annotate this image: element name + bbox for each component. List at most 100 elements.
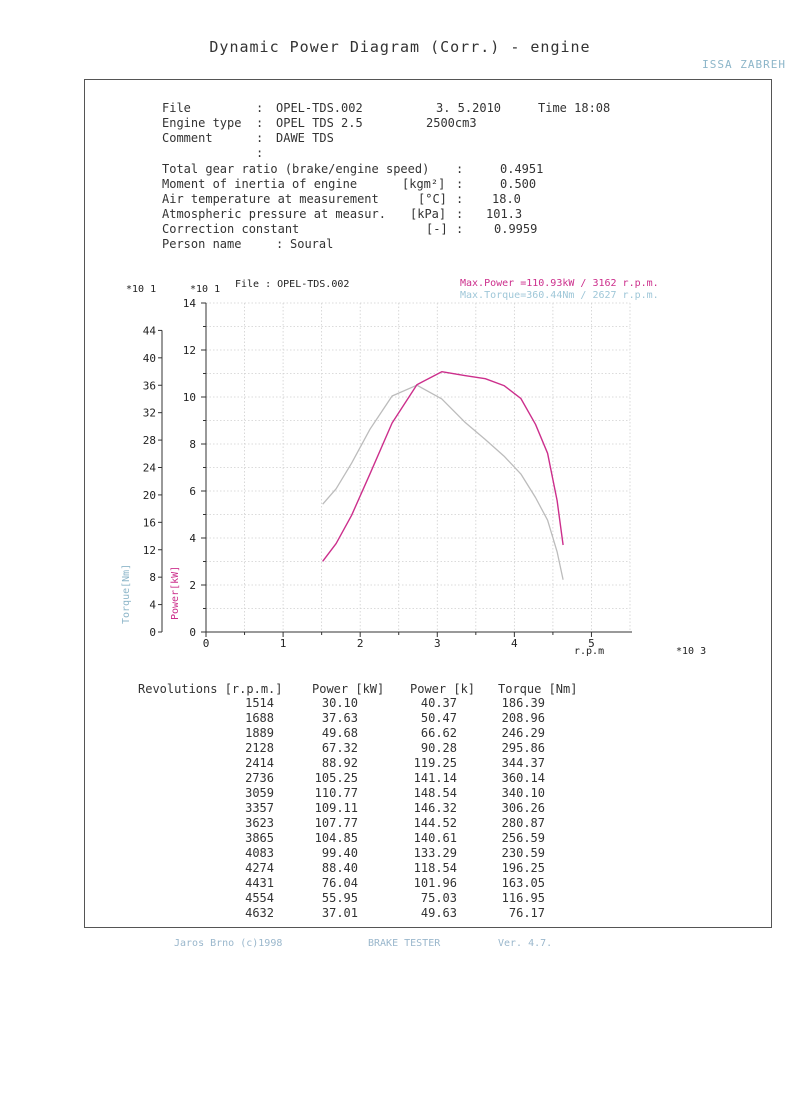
engine-type-colon: : [256, 116, 264, 130]
footer-product: BRAKE TESTER [368, 938, 441, 949]
table-cell: 90.28 [420, 741, 457, 755]
table-cell: 208.96 [501, 711, 545, 725]
file-label: File [162, 101, 191, 115]
table-cell: 2736 [245, 771, 274, 785]
table-cell: 1688 [245, 711, 274, 725]
table-cell: 1514 [245, 696, 274, 710]
table-header-revolutions: Revolutions [r.p.m.] [138, 682, 283, 696]
table-cell: 186.39 [501, 696, 545, 710]
param-unit: [kPa] [410, 207, 447, 221]
torque-multiplier: *10 1 [126, 284, 156, 295]
table-cell: 2414 [245, 756, 274, 770]
engine-type-value: OPEL TDS 2.5 [276, 116, 363, 130]
param-label: Total gear ratio (brake/engine speed) [162, 162, 430, 176]
table-cell: 49.68 [321, 726, 358, 740]
table-cell: 104.85 [314, 831, 358, 845]
max-torque-label: Max.Torque=360.44Nm / 2627 r.p.m. [460, 290, 659, 301]
param-value: 0.500 [500, 177, 537, 191]
table-cell: 4083 [245, 846, 274, 860]
param-colon: : [456, 222, 464, 236]
chart-grid [206, 302, 631, 632]
torque-tick-label: 16 [143, 516, 156, 529]
table-cell: 3865 [245, 831, 274, 845]
table-column-torque: 186.39 208.96 246.29 295.86 344.37 360.14 340.… [490, 696, 545, 921]
engine-type-label: Engine type [162, 116, 242, 130]
table-cell: 55.95 [321, 891, 358, 905]
table-cell: 50.47 [420, 711, 457, 725]
person-name-colon: : [276, 237, 284, 251]
power-tick-label: 8 [189, 438, 196, 451]
footer-copyright: Jaros Brno (c)1998 [174, 938, 283, 949]
table-cell: 101.96 [413, 876, 457, 890]
param-value: 0.4951 [500, 162, 544, 176]
param-label: Correction constant [162, 222, 300, 236]
table-cell: 88.92 [321, 756, 358, 770]
x-tick-label: 3 [434, 637, 441, 650]
table-cell: 1889 [245, 726, 274, 740]
table-cell: 67.32 [321, 741, 358, 755]
power-torque-chart: 0 1 2 3 4 502468101214048121620242832364044*1… [121, 278, 706, 657]
power-multiplier: *10 1 [190, 284, 220, 295]
torque-curve [322, 384, 564, 580]
torque-tick-label: 44 [143, 324, 157, 337]
table-cell: 118.54 [413, 861, 457, 875]
param-label: Atmospheric pressure at measur. [162, 207, 386, 221]
table-header-power-k: Power [k] [410, 682, 476, 696]
table-cell: 3059 [245, 786, 274, 800]
param-label: Air temperature at measurement [162, 192, 379, 206]
torque-tick-label: 20 [143, 489, 156, 502]
torque-tick-label: 4 [149, 599, 156, 612]
torque-tick-label: 8 [149, 571, 156, 584]
x-tick-label: 2 [357, 637, 364, 650]
table-cell: 360.14 [501, 771, 545, 785]
param-value: 101.3 [486, 207, 523, 221]
torque-tick-label: 40 [143, 352, 156, 365]
table-column-power-k: 40.37 50.47 66.62 90.28 119.25 141.14 148.54 14… [404, 696, 457, 921]
file-value: OPEL-TDS.002 [276, 101, 363, 115]
table-cell: 3623 [245, 816, 274, 830]
x-tick-label: 1 [280, 637, 287, 650]
table-cell: 37.63 [321, 711, 358, 725]
table-cell: 280.87 [501, 816, 545, 830]
table-cell: 49.63 [420, 906, 457, 920]
page-title: Dynamic Power Diagram (Corr.) - engine [209, 38, 591, 56]
table-cell: 133.29 [413, 846, 457, 860]
table-cell: 146.32 [413, 801, 457, 815]
param-unit: [-] [426, 222, 448, 236]
param-value: 0.9959 [494, 222, 538, 236]
torque-tick-label: 0 [149, 626, 156, 639]
table-cell: 105.25 [314, 771, 358, 785]
table-cell: 66.62 [420, 726, 457, 740]
report-time: Time 18:08 [538, 101, 611, 115]
x-tick-label: 0 [203, 637, 210, 650]
header-owner-label: ISSA ZABREH [702, 58, 786, 71]
comment-label: Comment [162, 131, 213, 145]
table-cell: 116.95 [501, 891, 545, 905]
chart-axes [158, 302, 632, 637]
table-cell: 40.37 [420, 696, 457, 710]
table-cell: 76.04 [321, 876, 358, 890]
person-name-value: Soural [290, 237, 334, 251]
file-colon: : [256, 101, 264, 115]
param-colon: : [456, 207, 464, 221]
table-column-power-kw: 30.10 37.63 49.68 67.32 88.92 105.25 110.77 109… [306, 696, 358, 921]
table-cell: 256.59 [501, 831, 545, 845]
table-header-power-kw: Power [kW] [312, 682, 385, 696]
person-name-label: Person name [162, 237, 242, 251]
empty-colon: : [256, 146, 264, 160]
table-header-torque: Torque [Nm] [498, 682, 578, 696]
table-cell: 99.40 [321, 846, 358, 860]
table-column-rpm: 1514 1688 1889 2128 2414 2736 3059 3357 3623 3865… [220, 696, 274, 921]
param-colon: : [456, 177, 464, 191]
power-tick-label: 0 [189, 626, 196, 639]
table-cell: 76.17 [508, 906, 545, 920]
table-cell: 37.01 [321, 906, 358, 920]
power-tick-label: 14 [183, 297, 197, 310]
power-tick-label: 10 [183, 391, 196, 404]
table-cell: 3357 [245, 801, 274, 815]
table-cell: 30.10 [321, 696, 358, 710]
table-cell: 344.37 [501, 756, 545, 770]
max-power-label: Max.Power =110.93kW / 3162 r.p.m. [460, 278, 659, 289]
table-cell: 4274 [245, 861, 274, 875]
power-axis-label: Power[kW] [170, 566, 181, 620]
